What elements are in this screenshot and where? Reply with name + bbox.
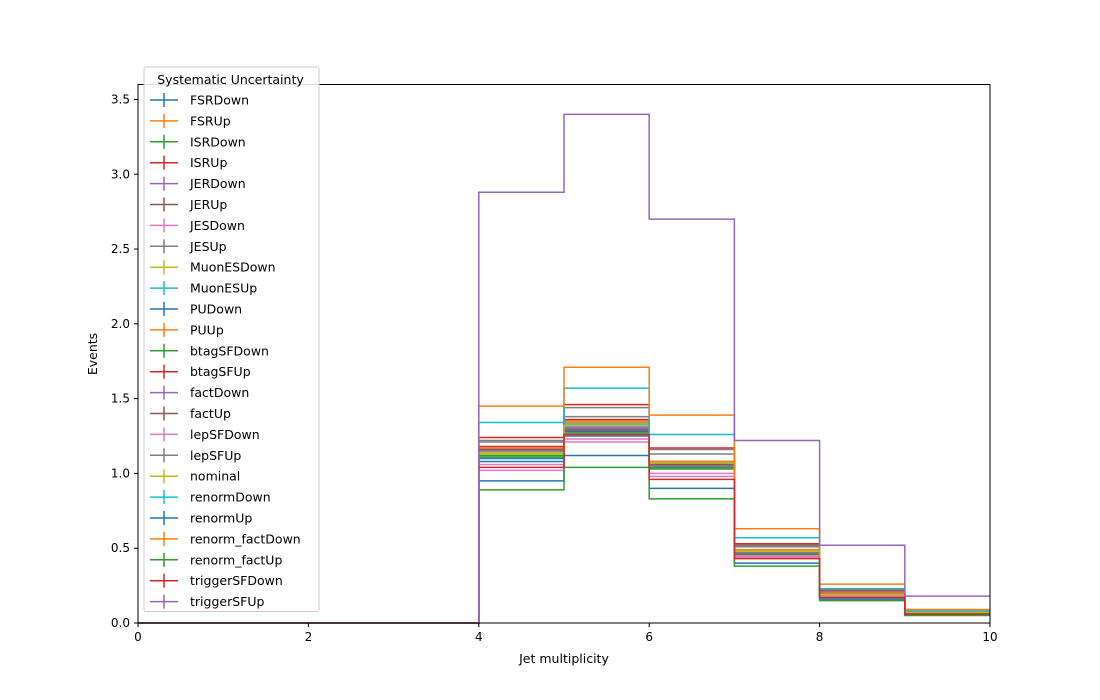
legend-entry-MuonESDown: MuonESDown (150, 260, 276, 275)
x-tick-label: 0 (134, 630, 142, 644)
x-axis: 0 2 4 6 8 10 (134, 623, 998, 644)
legend-label: btagSFUp (190, 364, 251, 379)
legend: Systematic Uncertainty FSRDown FSRUp ISRDow… (143, 66, 320, 612)
x-tick-label: 6 (645, 630, 653, 644)
legend-label: renormUp (190, 511, 252, 526)
y-tick-label: 0.5 (111, 541, 130, 555)
y-axis-label: Events (85, 333, 100, 375)
legend-entry-factDown: factDown (150, 385, 249, 400)
legend-entry-PUDown: PUDown (150, 302, 242, 317)
legend-entry-JESUp: JESUp (150, 239, 227, 254)
y-tick-label: 3.5 (111, 92, 130, 106)
y-tick-label: 3.0 (111, 167, 130, 181)
legend-label: ISRDown (190, 134, 246, 149)
x-axis-label: Jet multiplicity (518, 651, 609, 666)
legend-label: factDown (190, 385, 249, 400)
legend-label: JESUp (189, 239, 227, 254)
legend-entry-FSRUp: FSRUp (150, 113, 231, 128)
legend-entry-lepSFDown: lepSFDown (150, 427, 260, 442)
legend-label: nominal (190, 469, 240, 484)
legend-entry-lepSFUp: lepSFUp (150, 448, 241, 463)
legend-label: FSRDown (190, 93, 249, 108)
legend-label: MuonESUp (190, 281, 257, 296)
y-tick-label: 0.0 (111, 616, 130, 630)
legend-entry-btagSFUp: btagSFUp (150, 364, 251, 379)
legend-label: triggerSFUp (190, 594, 264, 609)
x-tick-label: 10 (982, 630, 997, 644)
legend-label: factUp (190, 406, 231, 421)
legend-label: triggerSFDown (190, 573, 283, 588)
legend-label: renormDown (190, 490, 271, 505)
legend-label: lepSFUp (190, 448, 241, 463)
y-tick-label: 1.5 (111, 392, 130, 406)
legend-label: JERDown (189, 176, 246, 191)
plot-frame (137, 84, 991, 624)
legend-label: ISRUp (190, 155, 227, 170)
y-tick-label: 2.0 (111, 317, 130, 331)
legend-label: PUUp (190, 322, 224, 337)
legend-label: FSRUp (190, 113, 231, 128)
legend-entry-ISRDown: ISRDown (150, 134, 246, 149)
x-tick-label: 2 (305, 630, 313, 644)
legend-label: lepSFDown (190, 427, 260, 442)
legend-entry-btagSFDown: btagSFDown (150, 343, 269, 358)
y-axis: 0.0 0.5 1.0 1.5 2.0 2.5 3.0 3.5 (111, 92, 138, 630)
legend-label: MuonESDown (190, 260, 276, 275)
legend-entry-renormUp: renormUp (150, 511, 252, 526)
legend-entry-ISRUp: ISRUp (150, 155, 227, 170)
legend-entry-JERDown: JERDown (150, 176, 246, 191)
legend-entry-factUp: factUp (150, 406, 231, 421)
legend-entry-renorm_factUp: renorm_factUp (150, 552, 282, 567)
legend-box (143, 66, 320, 612)
legend-label: renorm_factDown (190, 531, 301, 546)
y-tick-label: 2.5 (111, 242, 130, 256)
legend-label: JESDown (189, 218, 245, 233)
legend-entry-nominal: nominal (150, 469, 240, 484)
y-tick-label: 1.0 (111, 466, 130, 480)
legend-entry-JESDown: JESDown (150, 218, 245, 233)
x-tick-label: 8 (816, 630, 824, 644)
legend-label: renorm_factUp (190, 552, 282, 567)
legend-entry-renorm_factDown: renorm_factDown (150, 531, 301, 546)
legend-entry-JERUp: JERUp (150, 197, 227, 212)
legend-title: Systematic Uncertainty (157, 72, 304, 87)
legend-label: PUDown (190, 302, 242, 317)
x-tick-label: 4 (475, 630, 483, 644)
legend-entry-MuonESUp: MuonESUp (150, 281, 257, 296)
legend-label: JERUp (189, 197, 227, 212)
legend-entry-PUUp: PUUp (150, 322, 224, 337)
legend-label: btagSFDown (190, 343, 269, 358)
legend-entry-triggerSFDown: triggerSFDown (150, 573, 283, 588)
legend-entry-renormDown: renormDown (150, 490, 271, 505)
legend-entry-triggerSFUp: triggerSFUp (150, 594, 264, 609)
legend-entry-FSRDown: FSRDown (150, 93, 249, 108)
